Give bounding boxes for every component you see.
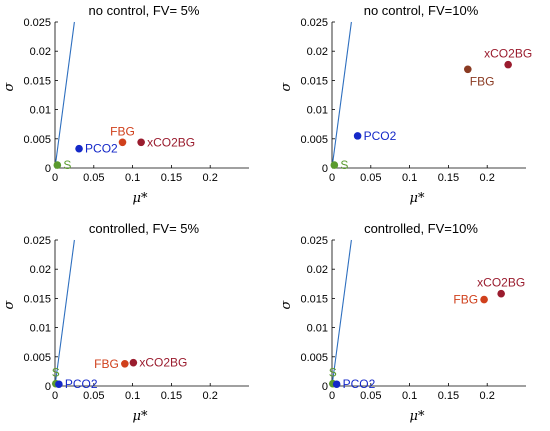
y-tick-label: 0 bbox=[322, 381, 328, 393]
y-tick-label: 0.01 bbox=[307, 105, 328, 117]
x-tick-label: 0.2 bbox=[203, 172, 218, 184]
data-point bbox=[497, 289, 505, 298]
point-label: PCO2 bbox=[85, 142, 118, 156]
y-axis-label: σ bbox=[2, 299, 17, 309]
reference-line bbox=[55, 239, 75, 386]
y-axis-label: σ bbox=[279, 299, 294, 309]
y-tick-label: 0 bbox=[322, 163, 328, 175]
x-tick-label: 0.1 bbox=[402, 390, 417, 402]
y-tick-label: 0.005 bbox=[300, 352, 328, 364]
point-label: xCO2BG bbox=[147, 135, 195, 149]
data-point bbox=[464, 65, 472, 74]
x-tick-label: 0.2 bbox=[480, 390, 495, 402]
y-tick-label: 0.01 bbox=[30, 323, 51, 335]
y-axis-label: σ bbox=[2, 81, 17, 91]
x-tick-label: 0.2 bbox=[480, 172, 495, 184]
x-tick-label: 0.05 bbox=[83, 390, 104, 402]
point-label: S bbox=[340, 158, 348, 172]
point-label: PCO2 bbox=[65, 377, 98, 391]
y-tick-label: 0.005 bbox=[23, 134, 51, 146]
point-label: FBG bbox=[94, 357, 119, 371]
data-point bbox=[353, 132, 362, 140]
point-label: xCO2BG bbox=[139, 356, 187, 370]
point-label: S bbox=[63, 158, 71, 172]
y-tick-label: 0.025 bbox=[300, 235, 328, 247]
x-tick-label: 0.05 bbox=[360, 172, 381, 184]
x-tick-label: 0.15 bbox=[438, 172, 459, 184]
x-axis-label: μ* bbox=[410, 191, 425, 206]
point-label: xCO2BG bbox=[477, 276, 525, 290]
data-point bbox=[332, 380, 341, 389]
x-tick-label: 0 bbox=[52, 172, 58, 184]
x-tick-label: 0.05 bbox=[83, 172, 104, 184]
x-tick-label: 0.05 bbox=[360, 390, 381, 402]
point-label: FBG bbox=[453, 293, 478, 307]
point-label: S bbox=[329, 366, 337, 380]
point-label: xCO2BG bbox=[484, 47, 532, 61]
y-tick-label: 0.015 bbox=[23, 75, 51, 87]
x-tick-label: 0.1 bbox=[125, 172, 140, 184]
x-tick-label: 0.1 bbox=[125, 390, 140, 402]
y-tick-label: 0.02 bbox=[307, 264, 328, 276]
x-tick-label: 0 bbox=[329, 390, 335, 402]
panel-title: no control, FV= 5% bbox=[89, 3, 200, 18]
y-tick-label: 0.005 bbox=[23, 352, 51, 364]
panel-no-control-fv5: no control, FV= 5% μ* σ 0 0.05 0.1 0.15 0.2 0… bbox=[2, 3, 249, 206]
x-tick-label: 0.15 bbox=[161, 172, 182, 184]
data-point bbox=[121, 360, 129, 368]
y-tick-label: 0 bbox=[45, 163, 51, 175]
x-tick-label: 0.2 bbox=[203, 390, 218, 402]
y-tick-label: 0.01 bbox=[307, 323, 328, 335]
y-tick-label: 0.01 bbox=[30, 105, 51, 117]
data-point bbox=[53, 161, 62, 169]
point-label: S bbox=[52, 366, 60, 380]
x-axis-label: μ* bbox=[133, 409, 148, 424]
point-label: FBG bbox=[110, 124, 135, 138]
data-point bbox=[55, 380, 63, 389]
point-label: FBG bbox=[470, 74, 495, 88]
x-tick-label: 0.15 bbox=[161, 390, 182, 402]
point-label: PCO2 bbox=[343, 377, 376, 391]
reference-line bbox=[332, 239, 352, 386]
y-axis-label: σ bbox=[279, 81, 294, 91]
data-point bbox=[137, 138, 145, 147]
data-point bbox=[118, 138, 127, 147]
data-point bbox=[480, 295, 488, 304]
y-tick-label: 0.015 bbox=[300, 293, 328, 305]
point-label: PCO2 bbox=[364, 129, 397, 143]
x-tick-label: 0.1 bbox=[402, 172, 417, 184]
y-tick-label: 0.015 bbox=[300, 75, 328, 87]
panel-title: controlled, FV=10% bbox=[364, 221, 478, 236]
data-point bbox=[75, 144, 83, 153]
data-point bbox=[330, 161, 339, 169]
x-tick-label: 0.15 bbox=[438, 390, 459, 402]
y-tick-label: 0.025 bbox=[300, 17, 328, 29]
y-tick-label: 0.025 bbox=[23, 235, 51, 247]
y-tick-label: 0.02 bbox=[307, 46, 328, 58]
x-axis-label: μ* bbox=[410, 409, 425, 424]
x-tick-label: 0 bbox=[52, 390, 58, 402]
y-tick-label: 0.015 bbox=[23, 293, 51, 305]
panel-controlled-fv10: controlled, FV=10% μ* σ 0 0.05 0.1 0.15 0.2 0… bbox=[279, 221, 526, 424]
data-point bbox=[129, 358, 138, 367]
x-tick-label: 0 bbox=[329, 172, 335, 184]
y-tick-label: 0.005 bbox=[300, 134, 328, 146]
y-tick-label: 0.02 bbox=[30, 46, 51, 58]
data-point bbox=[504, 60, 512, 69]
reference-line bbox=[55, 21, 75, 168]
panel-controlled-fv5: controlled, FV= 5% μ* σ 0 0.05 0.1 0.15 0.2 0… bbox=[2, 221, 249, 424]
y-tick-label: 0.025 bbox=[23, 17, 51, 29]
panel-title: no control, FV=10% bbox=[364, 3, 479, 18]
panel-title: controlled, FV= 5% bbox=[89, 221, 200, 236]
panel-no-control-fv10: no control, FV=10% μ* σ 0 0.05 0.1 0.15 0.2 0… bbox=[279, 3, 532, 206]
y-tick-label: 0 bbox=[45, 381, 51, 393]
y-tick-label: 0.02 bbox=[30, 264, 51, 276]
reference-line bbox=[332, 21, 352, 168]
x-axis-label: μ* bbox=[133, 191, 148, 206]
